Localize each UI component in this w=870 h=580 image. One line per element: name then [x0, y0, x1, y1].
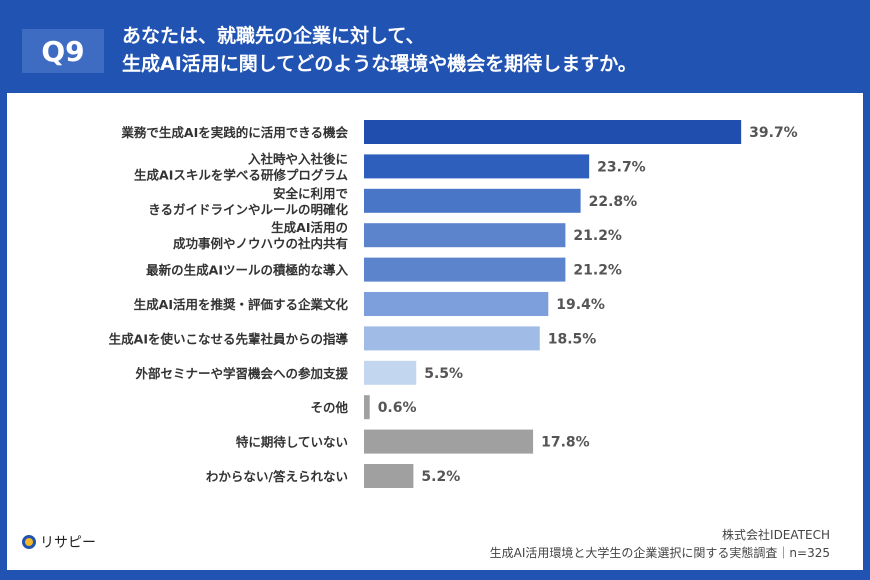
value-label: 22.8%: [589, 194, 638, 210]
category-label: 入社時や入社後に: [248, 151, 348, 166]
value-label: 23.7%: [597, 159, 646, 175]
value-label: 21.2%: [573, 228, 622, 244]
bar: [364, 429, 534, 454]
bar: [364, 188, 581, 213]
title-line-2: 生成AI活用に関してどのような環境や機会を期待しますか。: [122, 53, 637, 75]
company-name: 株式会社IDEATECH: [722, 528, 830, 542]
category-label: 生成AIスキルを学べる研修プログラム: [134, 167, 348, 182]
title-line-1: あなたは、就職先の企業に対して、: [122, 25, 425, 47]
value-label: 21.2%: [573, 263, 622, 279]
bar: [364, 360, 417, 385]
category-label: 生成AI活用の: [271, 220, 348, 235]
category-label: 外部セミナーや学習機会への参加支援: [134, 366, 348, 381]
question-title: あなたは、就職先の企業に対して、 生成AI活用に関してどのような環境や機会を期待…: [122, 22, 637, 78]
value-label: 5.5%: [424, 366, 463, 382]
category-label: 特に期待していない: [236, 435, 348, 450]
category-label: わからない/答えられない: [206, 469, 348, 484]
footer: 株式会社IDEATECH 生成AI活用環境と大学生の企業選択に関する実態調査｜n…: [490, 526, 830, 562]
question-badge: Q9: [22, 29, 104, 73]
category-label: きるガイドラインやルールの明確化: [148, 202, 348, 217]
value-label: 0.6%: [378, 400, 417, 416]
category-label: 安全に利用で: [273, 186, 348, 201]
logo: リサピー: [22, 532, 96, 552]
category-label: 生成AI活用を推奨・評価する企業文化: [134, 297, 349, 312]
bar: [364, 120, 742, 144]
category-label: その他: [310, 400, 348, 415]
value-label: 19.4%: [556, 297, 605, 313]
bar: [364, 464, 414, 488]
bar: [364, 395, 370, 420]
value-label: 39.7%: [749, 125, 798, 141]
bar: [364, 292, 549, 316]
bar: [364, 223, 566, 248]
bar: [364, 326, 540, 351]
category-label: 成功事例やノウハウの社内共有: [173, 236, 348, 251]
bar: [364, 257, 566, 282]
bar: [364, 154, 590, 179]
category-label: 最新の生成AIツールの積極的な導入: [146, 263, 348, 278]
logo-text: リサピー: [40, 535, 96, 551]
survey-info: 生成AI活用環境と大学生の企業選択に関する実態調査｜n=325: [489, 546, 830, 560]
category-label: 生成AIを使いこなせる先輩社員からの指導: [109, 331, 349, 346]
category-label: 業務で生成AIを実践的に活用できる機会: [120, 125, 348, 140]
value-label: 5.2%: [421, 469, 460, 485]
pin-icon: [22, 535, 36, 549]
value-label: 18.5%: [548, 331, 597, 347]
value-label: 17.8%: [541, 435, 590, 451]
